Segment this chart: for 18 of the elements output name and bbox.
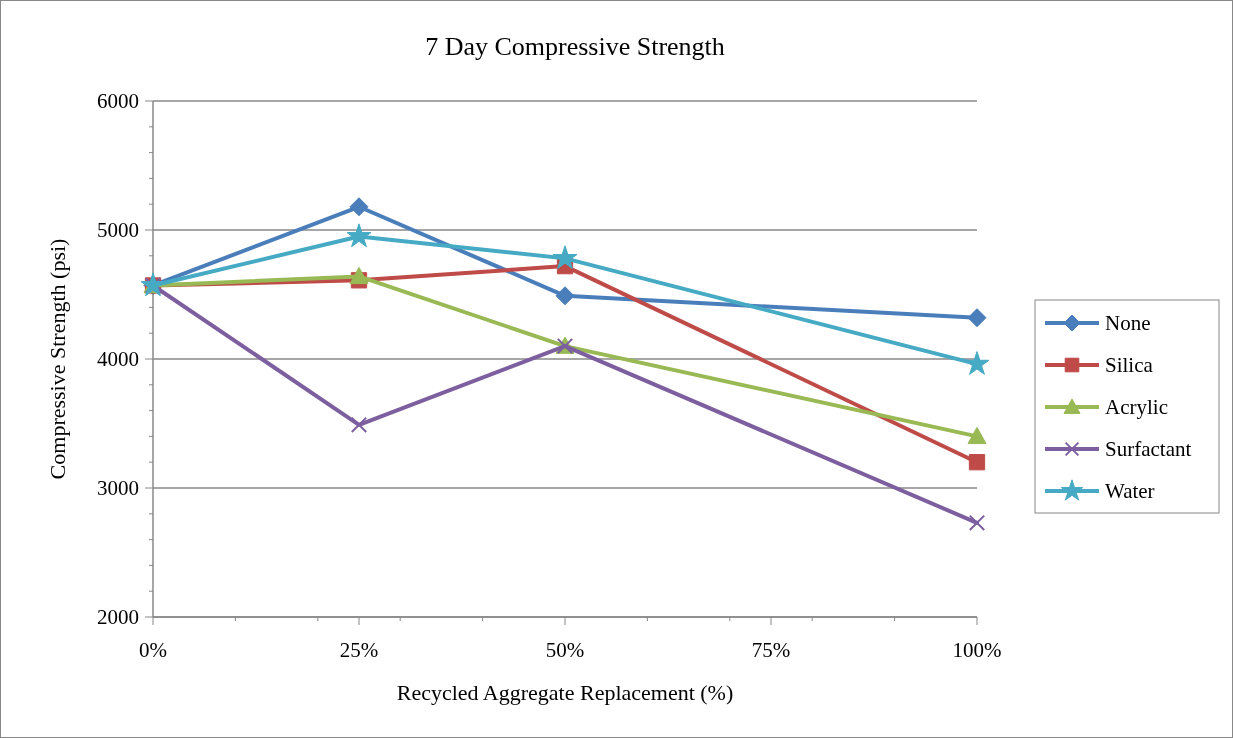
x-tick-label: 25% — [339, 638, 379, 662]
y-axis-title: Compressive Strength (psi) — [45, 238, 70, 480]
legend-label: None — [1105, 311, 1151, 336]
legend-label: Silica — [1105, 353, 1154, 378]
x-tick-label: 100% — [952, 638, 1002, 662]
y-tick-label: 5000 — [97, 218, 139, 243]
y-tick-label: 3000 — [97, 476, 139, 501]
y-tick-label: 4000 — [97, 347, 139, 372]
x-tick-label: 75% — [751, 638, 791, 662]
legend-label: Acrylic — [1105, 395, 1168, 420]
y-tick-label: 2000 — [97, 605, 139, 630]
legend-label: Water — [1105, 479, 1155, 504]
x-tick-label: 50% — [545, 638, 585, 662]
x-axis-title: Recycled Aggregate Replacement (%) — [396, 680, 734, 705]
chart-title: 7 Day Compressive Strength — [425, 32, 725, 61]
x-tick-label: 0% — [139, 638, 167, 662]
y-tick-label: 6000 — [97, 89, 139, 114]
legend-label: Surfactant — [1105, 437, 1192, 462]
